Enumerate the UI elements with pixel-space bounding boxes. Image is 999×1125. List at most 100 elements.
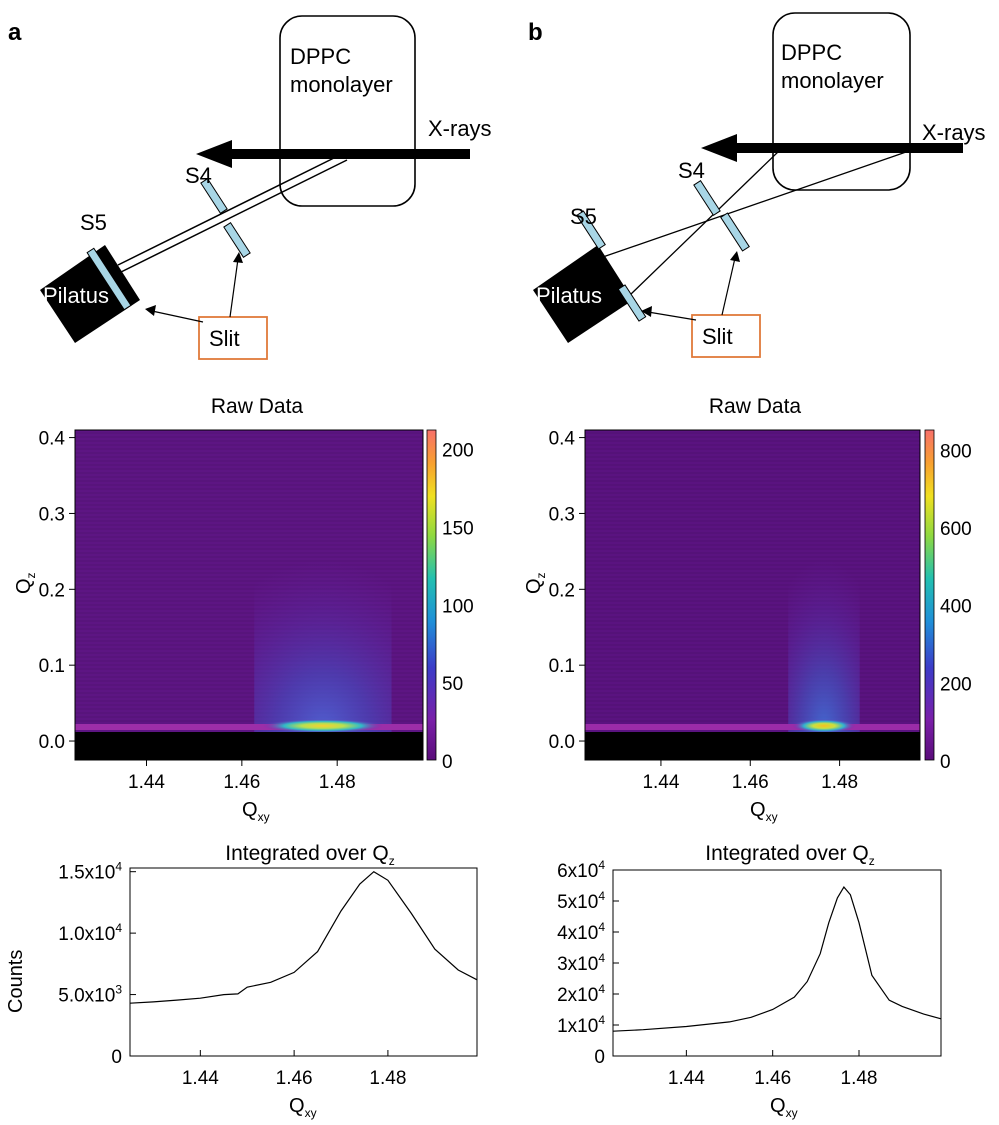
colorbar-tick-label: 200	[940, 674, 972, 695]
panel-letter-b: b	[528, 19, 543, 46]
profile-title: Integrated over Qz	[705, 842, 874, 868]
monolayer-box	[279, 15, 416, 207]
detector-pilatus: Pilatus	[533, 245, 633, 343]
monolayer-label-line1: DPPC	[781, 40, 842, 65]
profile-y-tick-label: 5.0x103	[58, 983, 122, 1007]
heatmap-x-tick-label: 1.48	[821, 772, 858, 793]
schematic-b: b DPPC monolayer X-rays Pilatus S5 S4 Sl…	[528, 12, 986, 358]
heatmap-y-tick-label: 0.0	[549, 732, 575, 753]
slit-s5-blade-upper	[576, 210, 606, 250]
profile-series-line	[612, 885, 942, 1032]
colorbar-tick-label: 0	[442, 752, 453, 773]
profile-y-tick-label: 6x104	[557, 858, 605, 882]
slit-s5-label: S5	[570, 204, 597, 229]
profile-y-tick-label: 0	[111, 1047, 122, 1068]
heatmap-y-tick-label: 0.1	[39, 656, 65, 677]
xray-arrowhead	[701, 134, 737, 162]
profile-x-axis-label: Qxy	[770, 1095, 798, 1120]
heatmap-y-tick-label: 0.0	[39, 732, 65, 753]
monolayer-box	[772, 12, 911, 191]
profile-y-tick-label: 3x104	[557, 951, 605, 975]
heatmap-title: Raw Data	[709, 395, 802, 418]
profile-x-ticks: 1.44 1.46 1.48	[182, 1050, 406, 1089]
heatmap-peak-hotspot	[262, 718, 383, 733]
monolayer-label-line1: DPPC	[290, 44, 351, 69]
slit-s5-blade	[86, 247, 132, 311]
profile-b: Integrated over Qz 0 1x104 2x104 3x104 4x104…	[557, 842, 942, 1120]
xray-label: X-rays	[428, 116, 492, 141]
heatmap-x-ticks: 1.44 1.46 1.48	[128, 760, 356, 793]
heatmap-peak-plume	[254, 558, 392, 734]
heatmap-y-tick-label: 0.4	[549, 429, 576, 450]
scatter-ray-a	[629, 149, 781, 296]
heatmap-b: Raw Data 0.0 0.1 0.2 0.3 0.4 1.44 1.46 1.48 Qz…	[523, 395, 972, 824]
heatmap-x-axis-label: Qxy	[242, 799, 270, 824]
colorbar-tick-label: 100	[442, 596, 474, 617]
slit-pointer-s4	[721, 257, 736, 316]
slit-s4-label: S4	[678, 158, 705, 183]
profile-x-tick-label: 1.46	[276, 1068, 313, 1089]
heatmap-peak-plume	[788, 558, 860, 734]
profile-y-tick-label: 2x104	[557, 982, 605, 1006]
heatmap-x-tick-label: 1.46	[223, 772, 260, 793]
profile-y-tick-label: 1x104	[557, 1013, 605, 1037]
scatter-ray-lower	[120, 159, 348, 273]
profile-y-tick-label: 1.5x104	[58, 860, 122, 884]
slit-pointer-s5-head	[145, 305, 156, 316]
slit-pointer-s5	[647, 311, 697, 321]
profile-x-tick-label: 1.44	[182, 1068, 219, 1089]
profile-y-axis-label: Counts	[5, 950, 27, 1013]
slit-label-box	[691, 314, 761, 358]
xray-label: X-rays	[922, 120, 986, 145]
heatmap-x-tick-label: 1.44	[642, 772, 679, 793]
colorbar-tick-label: 150	[442, 519, 474, 540]
profile-y-tick-label: 0	[594, 1047, 605, 1068]
beamstop-shadow	[585, 732, 920, 760]
colorbar	[924, 429, 935, 761]
profile-frame	[129, 867, 478, 1057]
colorbar-tick-label: 0	[940, 752, 951, 773]
heatmap-peak-hotspot	[792, 718, 856, 733]
xray-arrowhead	[196, 140, 232, 168]
slit-box-label: Slit	[702, 324, 733, 349]
profile-x-ticks: 1.44 1.46 1.48	[668, 1050, 878, 1089]
slit-s4-blade-lower	[720, 212, 750, 252]
heatmap-y-axis-label: Qz	[13, 572, 38, 594]
schematic-a: a DPPC monolayer X-rays Pilatus S5 S4 Sl…	[8, 15, 492, 360]
colorbar-tick-label: 400	[940, 597, 972, 618]
slit-s4-label: S4	[185, 163, 212, 188]
heatmap-title: Raw Data	[211, 395, 304, 418]
colorbar-tick-label: 800	[940, 441, 972, 462]
heatmap-y-tick-label: 0.4	[39, 429, 66, 450]
heatmap-y-tick-label: 0.3	[549, 504, 575, 525]
slit-s4-blade-lower	[223, 222, 251, 258]
slit-box-label: Slit	[209, 326, 240, 351]
profile-title: Integrated over Qz	[225, 842, 394, 868]
colorbar-tick-label: 600	[940, 519, 972, 540]
slit-pointer-s4-head	[233, 252, 243, 263]
scatter-ray-b	[599, 151, 907, 259]
pilatus-label: Pilatus	[536, 283, 602, 308]
heatmap-frame	[74, 429, 424, 761]
pilatus-label: Pilatus	[43, 283, 109, 308]
profile-x-tick-label: 1.48	[369, 1068, 406, 1089]
heatmap-frame	[584, 429, 921, 761]
specular-band	[585, 724, 920, 730]
beamstop-shadow	[75, 732, 423, 760]
profile-y-ticks: 0 1x104 2x104 3x104 4x104 5x104 6x104	[557, 858, 619, 1068]
monolayer-label-line2: monolayer	[290, 72, 393, 97]
profile-y-tick-label: 4x104	[557, 920, 605, 944]
specular-band	[75, 724, 423, 730]
slit-pointer-s4	[229, 258, 239, 318]
colorbar-ticks: 0 50 100 150 200	[442, 441, 474, 773]
heatmap-y-ticks: 0.0 0.1 0.2 0.3 0.4	[549, 429, 585, 753]
heatmap-x-ticks: 1.44 1.46 1.48	[642, 760, 858, 793]
heatmap-a: Raw Data 0.0 0.1 0.2 0.3 0.4 1.44 1.46 1.48 Qz…	[13, 395, 474, 824]
profile-x-axis-label: Qxy	[289, 1095, 317, 1120]
slit-s5-blade-lower	[617, 284, 647, 322]
heatmap-y-tick-label: 0.2	[549, 580, 575, 601]
panel-letter-a: a	[8, 19, 22, 46]
profile-x-tick-label: 1.48	[841, 1068, 878, 1089]
heatmap-noise	[585, 430, 920, 760]
